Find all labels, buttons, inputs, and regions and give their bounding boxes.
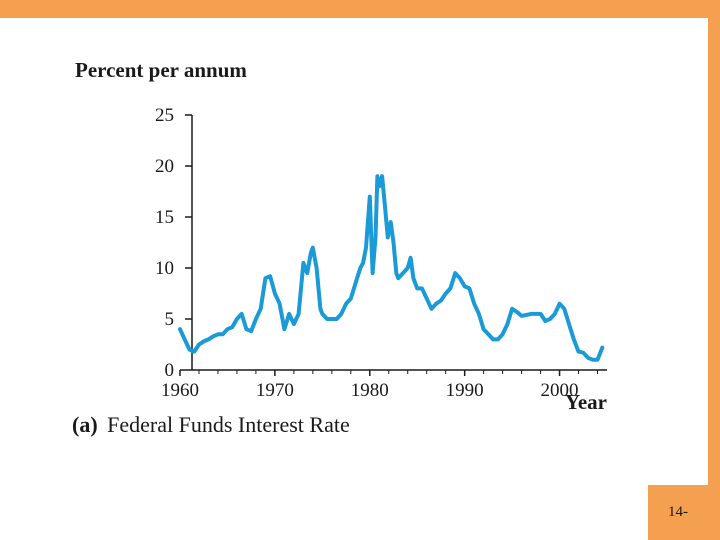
y-tick-label: 20 bbox=[155, 156, 174, 177]
x-axis-title: Year bbox=[565, 390, 607, 414]
y-tick-label: 15 bbox=[155, 207, 174, 228]
x-tick-label: 2000 bbox=[541, 380, 579, 401]
y-tick-label: 10 bbox=[155, 258, 174, 279]
y-axis: 0 5 10 15 20 25 bbox=[155, 105, 193, 381]
y-tick-label: 0 bbox=[165, 360, 175, 381]
x-tick-label: 1970 bbox=[256, 380, 294, 401]
page-number: 14- bbox=[668, 504, 688, 520]
caption-title: Federal Funds Interest Rate bbox=[107, 412, 350, 437]
caption-label: (a) bbox=[72, 412, 98, 437]
page-number-badge: 14- bbox=[648, 485, 708, 540]
series-line bbox=[178, 174, 605, 362]
x-tick-label: 1980 bbox=[351, 380, 389, 401]
x-tick-label: 1990 bbox=[446, 380, 484, 401]
y-tick-label: 25 bbox=[155, 105, 174, 126]
x-tick-label: 1960 bbox=[161, 380, 199, 401]
chart-caption: (a) Federal Funds Interest Rate bbox=[72, 412, 350, 438]
slide-canvas bbox=[0, 18, 708, 540]
y-tick-label: 5 bbox=[165, 309, 175, 330]
y-axis-title: Percent per annum bbox=[75, 58, 247, 82]
x-axis: 1960 1970 1980 1990 2000 bbox=[161, 369, 607, 401]
